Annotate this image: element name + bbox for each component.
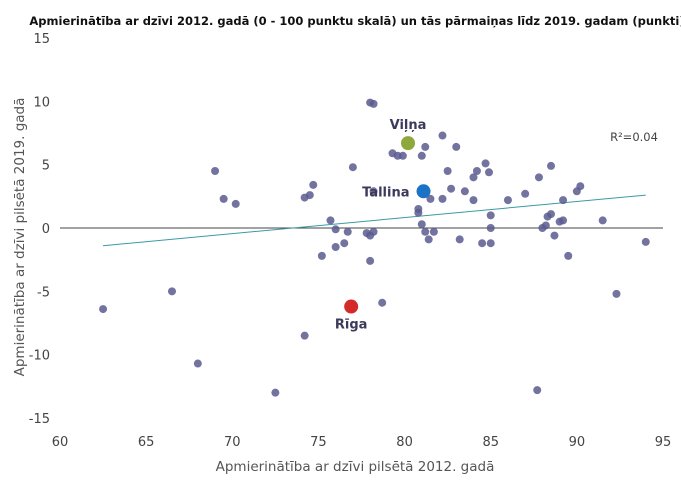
data-point bbox=[300, 331, 309, 340]
data-point bbox=[486, 211, 495, 220]
data-point bbox=[641, 237, 650, 246]
data-point bbox=[460, 187, 469, 196]
y-tick-label: 0 bbox=[42, 222, 50, 237]
data-point bbox=[598, 216, 607, 225]
highlight-point bbox=[344, 299, 359, 314]
chart-title: Apmierinātība ar dzīvi 2012. gadā (0 - 1… bbox=[29, 14, 681, 28]
data-point bbox=[478, 239, 487, 248]
data-point bbox=[219, 194, 228, 203]
data-point bbox=[541, 221, 550, 230]
data-point bbox=[443, 167, 452, 175]
data-point bbox=[421, 142, 430, 151]
data-point bbox=[331, 243, 340, 251]
data-point bbox=[331, 225, 340, 234]
data-point bbox=[486, 239, 495, 248]
city-label: Viļņa bbox=[390, 118, 427, 133]
data-point bbox=[426, 194, 435, 203]
y-tick-label: -5 bbox=[37, 285, 50, 300]
data-point bbox=[421, 227, 430, 236]
data-point bbox=[271, 388, 280, 397]
data-point bbox=[417, 151, 426, 160]
data-point bbox=[369, 187, 378, 196]
data-point bbox=[559, 196, 568, 205]
data-point bbox=[447, 184, 456, 193]
data-point bbox=[309, 180, 318, 189]
data-point bbox=[486, 224, 495, 232]
data-point bbox=[472, 167, 481, 175]
data-point bbox=[398, 151, 407, 160]
y-tick-label: -10 bbox=[29, 349, 50, 364]
data-point bbox=[167, 287, 176, 296]
data-point bbox=[534, 173, 543, 182]
data-point bbox=[305, 191, 314, 200]
data-point bbox=[366, 256, 375, 265]
data-point bbox=[414, 208, 423, 217]
data-point bbox=[438, 194, 447, 203]
data-point bbox=[484, 168, 493, 177]
x-tick-label: 60 bbox=[52, 435, 69, 450]
data-point bbox=[612, 289, 621, 298]
data-point bbox=[378, 298, 387, 307]
data-point bbox=[481, 159, 490, 168]
city-label: Tallina bbox=[362, 185, 409, 200]
data-points bbox=[99, 98, 650, 397]
data-point bbox=[348, 163, 357, 172]
x-tick-label: 85 bbox=[482, 435, 499, 450]
highlight-point bbox=[416, 184, 431, 199]
data-point bbox=[438, 131, 447, 140]
x-axis-ticks: 60 65 70 75 80 85 90 95 bbox=[52, 435, 672, 450]
r2-label: R²=0.04 bbox=[610, 130, 658, 144]
data-point bbox=[564, 251, 573, 260]
y-tick-label: 10 bbox=[33, 95, 50, 110]
x-tick-label: 65 bbox=[138, 435, 155, 450]
data-point bbox=[452, 142, 461, 151]
data-point bbox=[550, 231, 559, 240]
data-point bbox=[503, 196, 512, 205]
data-point bbox=[547, 210, 556, 219]
x-tick-label: 70 bbox=[224, 435, 241, 450]
trend-line bbox=[103, 194, 646, 247]
x-tick-label: 90 bbox=[569, 435, 586, 450]
data-point bbox=[326, 216, 335, 225]
highlight-points: Viļņa Tallina Rīga bbox=[335, 118, 431, 333]
data-point bbox=[369, 99, 378, 108]
x-tick-label: 80 bbox=[396, 435, 413, 450]
data-point bbox=[99, 305, 108, 314]
y-tick-label: 5 bbox=[42, 159, 50, 174]
y-tick-label: 15 bbox=[33, 32, 50, 47]
data-point bbox=[193, 359, 202, 368]
data-point bbox=[369, 227, 378, 236]
y-axis-ticks: 15 10 5 0 -5 -10 -15 bbox=[29, 32, 50, 427]
highlight-point bbox=[401, 136, 416, 151]
data-point bbox=[547, 161, 556, 170]
data-point bbox=[429, 227, 438, 236]
data-point bbox=[211, 167, 220, 175]
x-tick-label: 95 bbox=[655, 435, 672, 450]
data-point bbox=[343, 227, 352, 236]
data-point bbox=[576, 182, 585, 191]
city-label: Rīga bbox=[335, 318, 368, 333]
data-point bbox=[521, 189, 530, 198]
data-point bbox=[533, 386, 542, 395]
data-point bbox=[340, 239, 349, 248]
data-point bbox=[469, 196, 478, 205]
x-axis-title: Apmierinātība ar dzīvi pilsētā 2012. gad… bbox=[216, 459, 495, 475]
data-point bbox=[559, 216, 568, 225]
data-point bbox=[317, 251, 326, 260]
y-axis-title: Apmierinātība ar dzīvi pilsētā 2019. gad… bbox=[12, 98, 28, 377]
data-point bbox=[417, 220, 426, 229]
y-tick-label: -15 bbox=[29, 412, 50, 427]
data-point bbox=[469, 173, 478, 182]
data-point bbox=[231, 199, 240, 208]
data-point bbox=[455, 235, 464, 244]
data-point bbox=[424, 235, 433, 244]
x-tick-label: 75 bbox=[310, 435, 327, 450]
